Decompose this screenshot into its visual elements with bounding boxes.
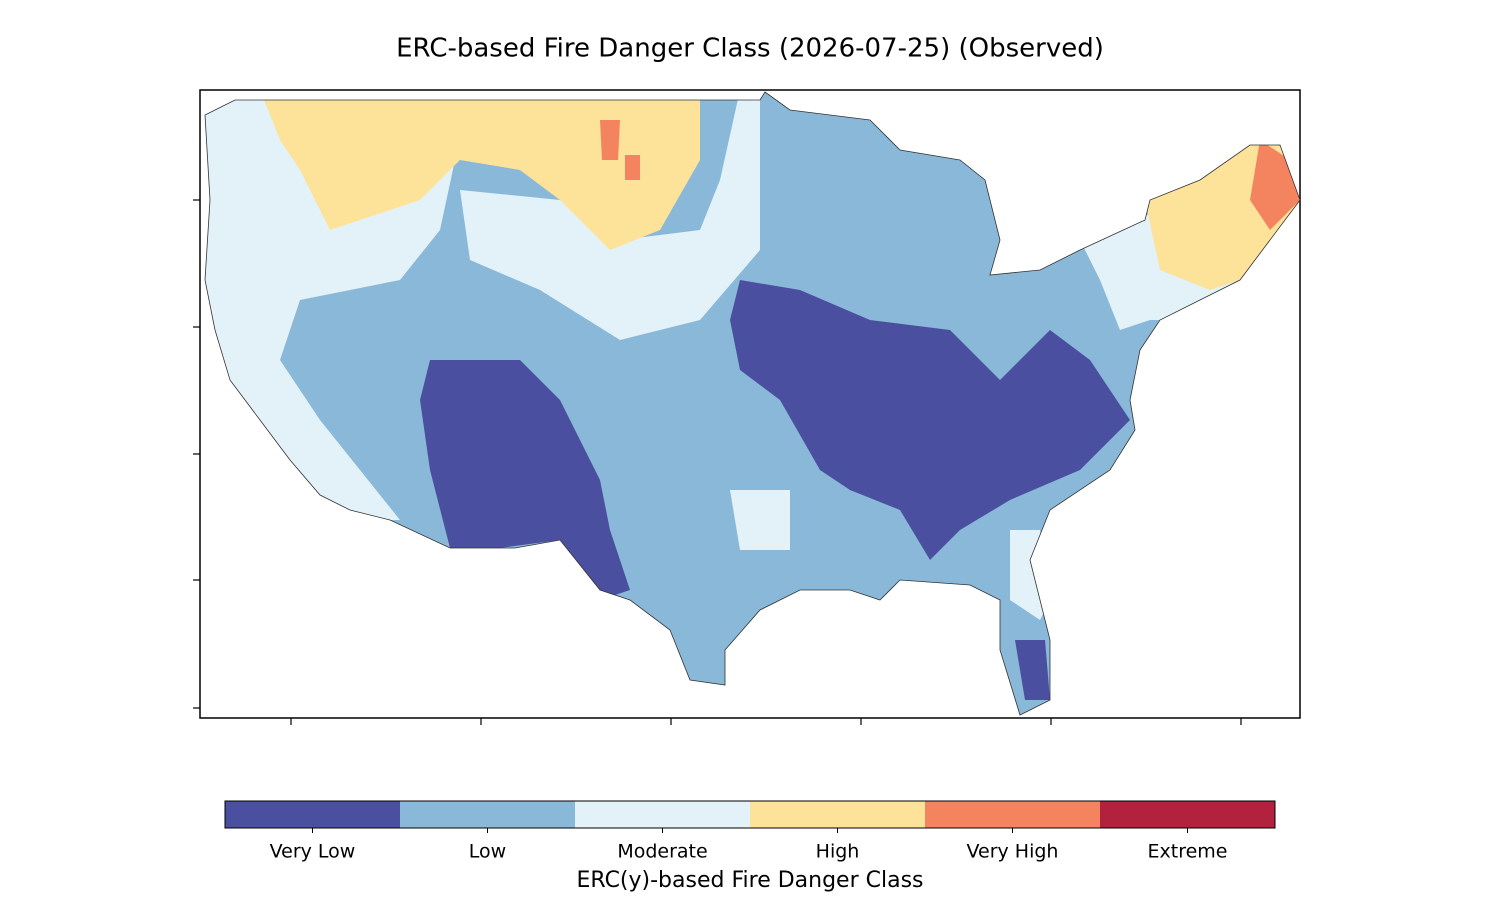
colorbar-tick-label: Moderate [617, 841, 707, 863]
us-outline [204, 91, 1301, 716]
colorbar-segment [225, 801, 400, 828]
map-title: ERC-based Fire Danger Class (2026-07-25)… [396, 34, 1104, 64]
colorbar-label: ERC(y)-based Fire Danger Class [576, 868, 923, 893]
colorbar-segment [750, 801, 925, 828]
colorbar-tick-label: Very High [967, 841, 1059, 863]
colorbar-tick-label: Low [469, 841, 506, 863]
colorbar: Very Low Low Moderate High Very High Extreme [224, 800, 1276, 863]
colorbar-segment [1100, 801, 1275, 828]
colorbar-segment [925, 801, 1100, 828]
colorbar-tick-label: High [816, 841, 860, 863]
axis-ticks [193, 199, 1242, 725]
colorbar-segment [575, 801, 750, 828]
colorbar-segment [400, 801, 575, 828]
colorbar-tick-label: Extreme [1148, 841, 1228, 863]
colorbar-tick-label: Very Low [270, 841, 356, 863]
colorbar-border [224, 800, 1276, 829]
